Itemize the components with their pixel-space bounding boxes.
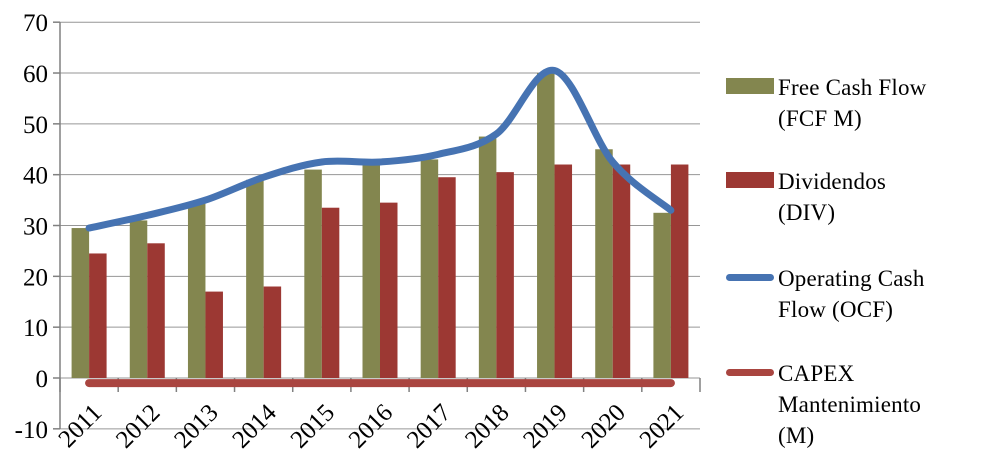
y-tick-label: 0 bbox=[36, 366, 49, 393]
legend-label-fcf: Free Cash Flow (FCF M) bbox=[778, 72, 978, 134]
x-tick-label: 2015 bbox=[286, 399, 340, 453]
bar-div-2012 bbox=[147, 243, 165, 378]
bar-fcf-2020 bbox=[595, 149, 613, 378]
bar-div-2014 bbox=[263, 286, 282, 378]
bar-fcf-2015 bbox=[304, 169, 322, 378]
legend-label-line: CAPEX bbox=[778, 361, 855, 386]
y-tick-label: 40 bbox=[23, 163, 48, 190]
x-tick-label: 2019 bbox=[518, 399, 572, 453]
legend-label-line: Operating Cash bbox=[778, 266, 925, 291]
legend: Free Cash Flow (FCF M) Dividendos (DIV) Oper… bbox=[726, 0, 982, 475]
x-tick-label: 2021 bbox=[635, 399, 689, 453]
bar-fcf-2012 bbox=[129, 220, 148, 378]
bar-fcf-2013 bbox=[187, 202, 206, 378]
bar-fcf-2019 bbox=[537, 73, 555, 379]
legend-label-ocf: Operating Cash Flow (OCF) bbox=[778, 263, 978, 325]
bar-div-2015 bbox=[321, 207, 340, 378]
y-tick-label: 10 bbox=[23, 315, 48, 342]
x-tick-label: 2011 bbox=[54, 399, 108, 453]
x-tick-label: 2014 bbox=[227, 399, 282, 454]
x-tick-label: 2012 bbox=[111, 399, 165, 453]
bar-div-2018 bbox=[496, 172, 514, 378]
y-axis-labels: -10 0 10 20 30 40 50 60 70 bbox=[15, 10, 48, 444]
x-tick-label: 2013 bbox=[169, 399, 223, 453]
bar-fcf-2017 bbox=[420, 159, 439, 378]
y-tick-label: 30 bbox=[23, 214, 48, 241]
bar-fcf-2016 bbox=[362, 164, 380, 378]
y-tick-label: -10 bbox=[15, 417, 48, 444]
legend-label-line: (DIV) bbox=[778, 200, 836, 225]
legend-label-line: Mantenimiento bbox=[778, 392, 922, 417]
bar-div-2019 bbox=[554, 164, 573, 378]
legend-label-line: Free Cash Flow bbox=[778, 75, 927, 100]
y-tick-label: 50 bbox=[23, 112, 48, 139]
legend-item-capex: CAPEX Mantenimiento (M) bbox=[726, 358, 978, 451]
legend-label-line: (FCF M) bbox=[778, 106, 862, 131]
legend-div-swatch-icon bbox=[726, 172, 774, 188]
bars-div bbox=[89, 164, 689, 378]
x-tick-label: 2018 bbox=[460, 399, 514, 453]
legend-label-line: Flow (OCF) bbox=[778, 297, 894, 322]
legend-fcf-swatch-icon bbox=[726, 78, 774, 94]
legend-item-div: Dividendos (DIV) bbox=[726, 166, 978, 228]
ocf-line bbox=[85, 66, 675, 232]
bar-div-2017 bbox=[438, 177, 456, 378]
bar-div-2021 bbox=[670, 164, 689, 378]
bar-div-2020 bbox=[612, 164, 631, 378]
y-tick-label: 70 bbox=[23, 10, 48, 37]
legend-label-line: Dividendos bbox=[778, 169, 887, 194]
legend-item-ocf: Operating Cash Flow (OCF) bbox=[726, 263, 978, 325]
bar-div-2011 bbox=[89, 253, 107, 378]
bar-fcf-2018 bbox=[478, 136, 497, 378]
legend-label-div: Dividendos (DIV) bbox=[778, 166, 978, 228]
bar-fcf-2014 bbox=[246, 179, 264, 378]
x-tick-label: 2020 bbox=[577, 399, 631, 453]
bars-fcf bbox=[71, 73, 671, 379]
legend-label-capex: CAPEX Mantenimiento (M) bbox=[778, 358, 978, 451]
x-tick-label: 2016 bbox=[344, 399, 398, 453]
bar-fcf-2011 bbox=[71, 228, 90, 378]
bar-div-2016 bbox=[380, 202, 398, 378]
y-tick-label: 20 bbox=[23, 264, 48, 291]
bar-fcf-2021 bbox=[653, 212, 671, 378]
x-axis-labels: 2011 2012 2013 2014 2015 2016 2017 2018 2019 2020… bbox=[54, 399, 690, 454]
legend-item-fcf: Free Cash Flow (FCF M) bbox=[726, 72, 978, 134]
legend-ocf-swatch-icon bbox=[726, 274, 774, 281]
y-tick-label: 60 bbox=[23, 61, 48, 88]
legend-capex-swatch-icon bbox=[726, 369, 774, 376]
x-tick-label: 2017 bbox=[402, 399, 456, 453]
legend-label-line: (M) bbox=[778, 423, 815, 448]
bar-div-2013 bbox=[205, 291, 223, 378]
